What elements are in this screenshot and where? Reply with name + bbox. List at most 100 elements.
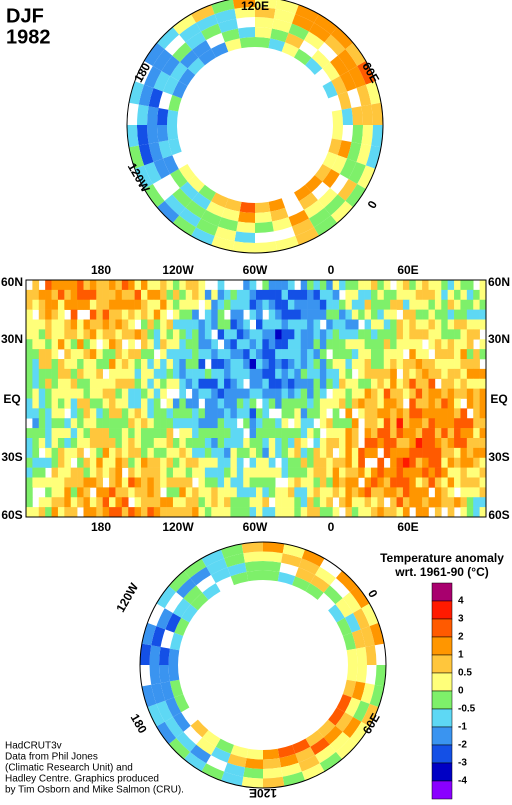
grid-cell <box>137 104 149 125</box>
grid-cell <box>32 507 40 518</box>
grid-cell <box>160 418 167 429</box>
grid-cell <box>275 398 282 409</box>
grid-cell <box>441 428 448 439</box>
grid-cell <box>249 378 257 389</box>
grid-cell <box>402 329 410 340</box>
grid-cell <box>409 477 417 488</box>
grid-cell <box>441 388 448 399</box>
grid-cell <box>224 398 231 409</box>
grid-cell <box>179 447 187 459</box>
grid-cell <box>299 192 318 210</box>
grid-cell <box>128 309 135 320</box>
grid-cell <box>383 408 391 419</box>
grid-cell <box>121 319 129 330</box>
legend-label: -4 <box>458 776 467 787</box>
grid-cell <box>281 507 289 518</box>
grid-cell <box>377 280 385 291</box>
grid-cell <box>134 398 142 409</box>
grid-cell <box>83 368 91 380</box>
grid-cell <box>96 467 103 478</box>
grid-cell <box>256 378 263 389</box>
grid-cell <box>77 378 84 389</box>
grid-cell <box>51 388 59 399</box>
grid-cell <box>57 378 65 389</box>
grid-cell <box>319 477 327 488</box>
grid-cell <box>256 349 263 360</box>
grid-cell <box>102 349 110 360</box>
grid-cell <box>339 477 346 488</box>
grid-cell <box>45 378 52 389</box>
grid-cell <box>102 507 110 518</box>
grid-cell <box>348 161 366 184</box>
grid-cell <box>262 487 270 498</box>
grid-cell <box>109 319 116 330</box>
grid-cell <box>383 349 391 360</box>
grid-cell <box>102 398 110 409</box>
grid-cell <box>460 457 468 468</box>
grid-cell <box>217 329 225 340</box>
grid-cell <box>192 438 199 449</box>
grid-cell <box>428 457 436 468</box>
grid-cell <box>96 438 103 449</box>
grid-cell <box>300 359 308 370</box>
grid-cell <box>141 418 148 429</box>
grid-cell <box>346 648 358 665</box>
grid-cell <box>281 553 302 568</box>
grid-cell <box>332 319 340 330</box>
grid-cell <box>317 187 338 208</box>
grid-cell <box>255 221 274 233</box>
grid-cell <box>332 289 340 301</box>
grid-cell <box>319 467 327 478</box>
grid-cell <box>168 570 191 593</box>
grid-cell <box>294 507 302 518</box>
grid-cell <box>345 457 353 468</box>
grid-cell <box>447 289 455 301</box>
grid-cell <box>45 339 52 350</box>
grid-cell <box>326 329 333 340</box>
grid-cell <box>160 388 167 399</box>
grid-cell <box>160 299 167 310</box>
grid-cell <box>428 368 436 380</box>
grid-cell <box>45 299 52 310</box>
grid-cell <box>83 507 91 518</box>
grid-cell <box>134 289 142 301</box>
grid-cell <box>70 329 78 340</box>
grid-cell <box>479 349 487 360</box>
grid-cell <box>454 329 461 340</box>
grid-cell <box>268 447 276 459</box>
grid-cell <box>454 467 461 478</box>
grid-cell <box>454 408 461 419</box>
grid-cell <box>281 280 289 291</box>
grid-cell <box>134 349 142 360</box>
grid-cell <box>356 143 372 166</box>
grid-cell <box>198 48 216 66</box>
grid-cell <box>26 309 33 320</box>
grid-cell <box>156 585 177 609</box>
grid-cell <box>422 309 429 320</box>
grid-cell <box>211 0 235 15</box>
grid-cell <box>236 289 244 301</box>
grid-cell <box>89 438 97 449</box>
grid-cell <box>358 289 365 301</box>
grid-cell <box>310 574 330 593</box>
grid-cell <box>38 388 46 399</box>
grid-cell <box>434 447 442 459</box>
grid-cell <box>115 487 123 498</box>
grid-cell <box>332 368 340 380</box>
grid-cell <box>351 418 359 429</box>
grid-cell <box>147 349 155 360</box>
grid-cell <box>275 349 282 360</box>
grid-cell <box>153 280 161 291</box>
grid-cell <box>32 418 40 429</box>
grid-cell <box>38 418 46 429</box>
grid-cell <box>428 359 436 370</box>
grid-cell <box>96 457 103 468</box>
grid-cell <box>166 319 174 330</box>
grid-cell <box>121 497 129 508</box>
grid-cell <box>153 71 171 92</box>
grid-cell <box>172 447 180 459</box>
grid-cell <box>134 309 142 320</box>
grid-cell <box>409 349 417 360</box>
grid-cell <box>377 487 385 498</box>
grid-cell <box>364 507 372 518</box>
